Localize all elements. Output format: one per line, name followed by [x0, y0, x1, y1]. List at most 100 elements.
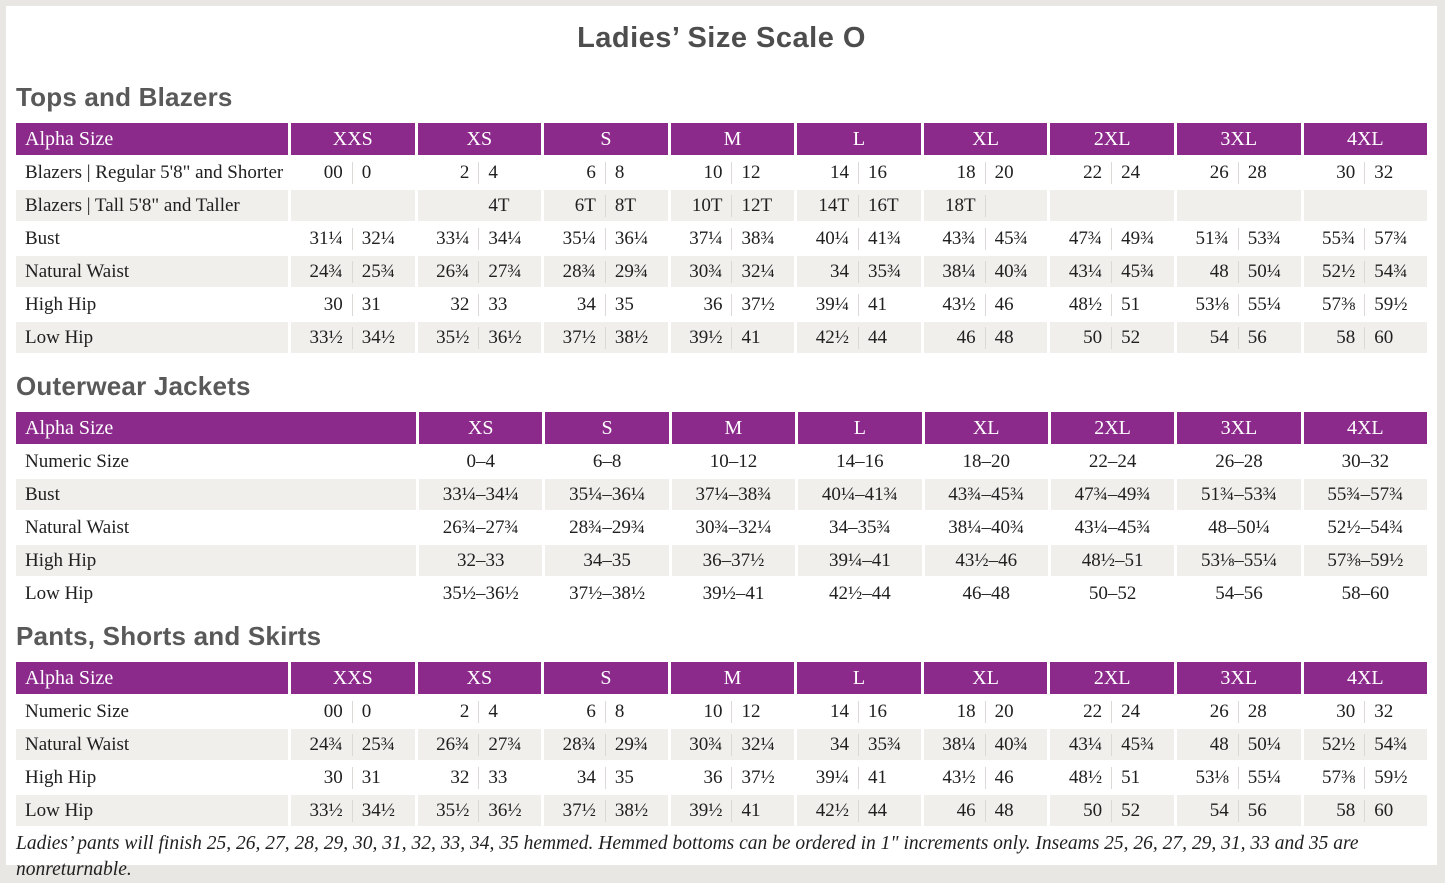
- value-pair: 35¼ 36¼: [544, 223, 668, 254]
- value-cell: 35¾: [868, 260, 902, 282]
- value-cell: 18: [924, 700, 986, 723]
- value-pair: 18 20: [923, 157, 1048, 188]
- value-cell: 35: [614, 293, 634, 315]
- value-cell: 54: [1177, 799, 1239, 822]
- value-cell: 27¾: [488, 733, 522, 755]
- value-cell: 60: [1374, 799, 1394, 821]
- value-pair: 55¾ 57¾: [1303, 223, 1428, 254]
- value-cell: 51: [1121, 766, 1141, 788]
- value-cell: 53⅛–55¼: [1177, 545, 1301, 576]
- value-pair: 48 50¼: [1176, 729, 1301, 760]
- value-cell: 36½: [488, 326, 522, 348]
- table-row: Low Hip 33½ 34½ 35½ 36½ 37½ 38½ 39½ 41 42½ 44 46 48 5…: [16, 795, 1428, 826]
- value-cell: 37¼: [671, 227, 733, 250]
- value-pair: 39½ 41: [670, 322, 795, 353]
- row-label: Numeric Size: [16, 446, 416, 477]
- column-header-cell: XS: [417, 662, 542, 694]
- page-title: Ladies’ Size Scale O: [577, 22, 866, 54]
- value-pair: [1050, 190, 1174, 221]
- value-cell: 30: [1304, 161, 1366, 184]
- column-header-cell: M: [670, 123, 795, 155]
- value-cell: 10: [671, 161, 733, 184]
- value-cell: 43¼: [1050, 733, 1113, 756]
- row-label: Low Hip: [16, 795, 288, 826]
- value-cell: 8: [614, 700, 625, 722]
- column-header-cell: XL: [923, 123, 1048, 155]
- value-cell: 0: [361, 161, 372, 183]
- row-label: Bust: [16, 479, 416, 510]
- value-pair: 53⅛ 55¼: [1176, 289, 1301, 320]
- value-cell: 30¾: [671, 260, 733, 283]
- value-pair: 14 16: [797, 696, 921, 727]
- value-pair: 30 31: [291, 762, 415, 793]
- value-pair: 38¼ 40¾: [923, 729, 1048, 760]
- column-header-cell: 4XL: [1303, 662, 1428, 694]
- column-header-cell: XS: [417, 123, 542, 155]
- value-cell: 20: [994, 700, 1014, 722]
- value-cell: 8T: [614, 194, 637, 216]
- value-pair: 40¼ 41¾: [797, 223, 921, 254]
- value-cell: 22: [1050, 161, 1113, 184]
- value-pair: 30¾ 32¼: [670, 729, 795, 760]
- value-cell: 24¾: [291, 733, 353, 756]
- section-heading: Tops and Blazers: [16, 82, 233, 112]
- value-cell: 24: [1121, 161, 1141, 183]
- row-label: Natural Waist: [16, 512, 416, 543]
- value-cell: 32¼: [741, 260, 775, 282]
- column-header-cell: 2XL: [1050, 662, 1174, 694]
- value-cell: 14: [797, 700, 860, 723]
- value-cell: 25¾: [361, 260, 396, 282]
- value-cell: 38½: [614, 799, 649, 821]
- value-cell: 43½–46: [924, 545, 1048, 576]
- value-pair: 54 56: [1176, 322, 1301, 353]
- value-cell: 26–28: [1177, 446, 1301, 477]
- value-cell: 39¼: [797, 766, 860, 789]
- value-cell: 10: [671, 700, 733, 723]
- value-cell: 49¾: [1121, 227, 1155, 249]
- column-header-cell: XS: [419, 412, 543, 444]
- value-pair: 43¼ 45¾: [1050, 729, 1174, 760]
- value-pair: 22 24: [1050, 696, 1174, 727]
- column-header-cell: M: [670, 662, 795, 694]
- value-cell: 42½–44: [798, 578, 922, 609]
- value-cell: 32: [1374, 700, 1394, 722]
- row-label: Blazers | Tall 5'8" and Taller: [16, 190, 288, 221]
- column-header-cell: S: [545, 412, 669, 444]
- value-cell: 6: [544, 700, 606, 723]
- value-cell: 43½: [924, 766, 986, 789]
- table-row: Low Hip 33½ 34½ 35½ 36½ 37½ 38½ 39½ 41 42½ 44 46 48 5…: [16, 322, 1428, 353]
- value-pair: 10 12: [670, 157, 795, 188]
- value-cell: 35¼: [544, 227, 606, 250]
- alpha-size-header-cell: Alpha Size: [16, 662, 288, 694]
- value-cell: 24¾: [291, 260, 353, 283]
- column-header-cell: 2XL: [1050, 123, 1174, 155]
- value-cell: 43½: [924, 293, 986, 316]
- value-cell: 22–24: [1050, 446, 1175, 477]
- value-cell: 55¾–57¾: [1303, 479, 1427, 510]
- value-pair: 30 31: [291, 289, 415, 320]
- size-table-pants-shorts-skirts: Alpha Size XXS XS S M L XL 2XL 3XL 4XL Numeric Siz…: [16, 662, 1428, 826]
- value-cell: 51: [1121, 293, 1141, 315]
- value-cell: 45¾: [1121, 260, 1155, 282]
- table-row: Blazers | Tall 5'8" and Taller 4T 6T 8T 10T 1…: [16, 190, 1428, 221]
- value-pair: 48 50¼: [1176, 256, 1301, 287]
- value-cell: 14–16: [798, 446, 922, 477]
- value-pair: 31¼ 32¼: [291, 223, 415, 254]
- value-cell: 48½: [1050, 766, 1113, 789]
- value-cell: 33¼–34¼: [419, 479, 543, 510]
- alpha-size-header-cell: Alpha Size: [16, 412, 416, 444]
- value-cell: 51¾: [1177, 227, 1239, 250]
- value-pair: 46 48: [923, 795, 1048, 826]
- value-cell: 51¾–53¾: [1177, 479, 1301, 510]
- value-pair: 14T 16T: [797, 190, 921, 221]
- value-pair: 42½ 44: [797, 322, 921, 353]
- value-cell: 24: [1121, 700, 1141, 722]
- value-cell: 43¼–45¾: [1050, 512, 1175, 543]
- table-row: High Hip 30 31 32 33 34 35 36 37½ 39¼ 41 43½ 46 48½ 51…: [16, 762, 1428, 793]
- value-pair: 39½ 41: [670, 795, 795, 826]
- value-cell: 48: [994, 326, 1014, 348]
- value-cell: 37½: [741, 766, 775, 788]
- value-cell: 4: [488, 700, 498, 722]
- table-row: Numeric Size 0–4 6–8 10–12 14–16 18–20 22–24 26…: [16, 446, 1427, 477]
- value-pair: 28¾ 29¾: [544, 256, 668, 287]
